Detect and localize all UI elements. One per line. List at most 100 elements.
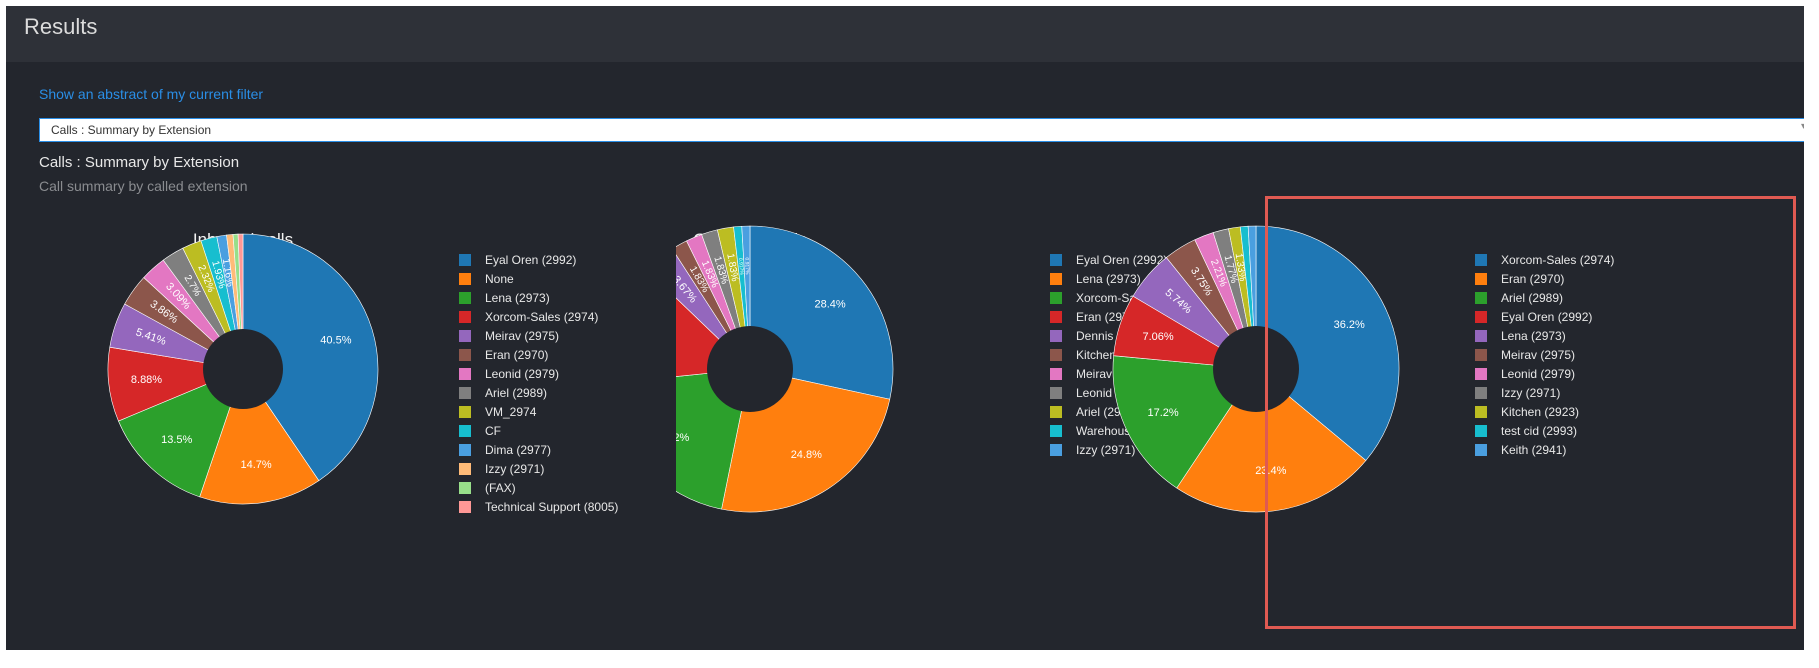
pie-slice-none[interactable]: [199, 368, 320, 505]
slice-percent-label: 24.8%: [791, 449, 822, 461]
inbound-calls-chart: Inbound calls 40.5%14.7%13.5%8.88%5.41%3…: [103, 194, 663, 629]
legend-item-xorcom-sales-2974[interactable]: Xorcom-Sales (2974): [459, 307, 618, 326]
legend-item-izzy-2971[interactable]: Izzy (2971): [459, 459, 618, 478]
legend-item-leonid-2979[interactable]: Leonid (2979): [1475, 364, 1614, 383]
legend-swatch: [1050, 253, 1062, 266]
legend-label: Meirav (2975): [485, 328, 560, 343]
legend-item-kitchen-2923[interactable]: Kitchen (2923): [1475, 402, 1614, 421]
legend-label: Technical Support (8005): [485, 499, 619, 514]
legend-item-dima-2977[interactable]: Dima (2977): [459, 440, 618, 459]
donut-hole: [707, 326, 793, 412]
legend-label: Lena (2973): [485, 290, 550, 305]
legend-item-eyal-oren-2992[interactable]: Eyal Oren (2992): [1475, 307, 1614, 326]
legend-swatch: [459, 405, 471, 418]
legend-label: Leonid (2979): [485, 366, 560, 381]
legend-item-ariel-2989[interactable]: Ariel (2989): [459, 383, 618, 402]
legend-swatch: [1050, 272, 1062, 285]
legend-label: Kitchen (2923): [1501, 404, 1580, 419]
legend-swatch: [1050, 386, 1062, 399]
pie-slice-lena-2973[interactable]: [118, 368, 244, 498]
legend-swatch: [1475, 310, 1487, 323]
legend-swatch: [1475, 405, 1487, 418]
legend-item-keith-2941[interactable]: Keith (2941): [1475, 440, 1614, 459]
pie-slice-xorcom-sales-2974[interactable]: [1255, 225, 1400, 461]
legend-swatch: [459, 348, 471, 361]
slice-percent-label: 1.83%: [724, 253, 740, 283]
legend-label: Eyal Oren (2992): [485, 252, 577, 267]
legend-item-test-cid-2993[interactable]: test cid (2993): [1475, 421, 1614, 440]
legend-item-izzy-2971[interactable]: Izzy (2971): [1475, 383, 1614, 402]
legend-item-leonid-2979[interactable]: Leonid (2979): [459, 364, 618, 383]
legend-swatch: [1050, 424, 1062, 437]
legend-label: Eyal Oren (2992): [1076, 252, 1168, 267]
donut-hole: [1213, 326, 1299, 412]
internal-calls-donut: 36.2%23.4%17.2%7.06%5.74%3.75%2.21%1.77%…: [1112, 225, 1400, 513]
legend-item-vm-2974[interactable]: VM_2974: [459, 402, 618, 421]
legend-item-izzy-2971[interactable]: Izzy (2971): [1050, 440, 1189, 459]
legend-item-eyal-oren-2992[interactable]: Eyal Oren (2992): [1050, 250, 1189, 269]
report-select[interactable]: Calls : Summary by Extension ▾: [39, 118, 1804, 142]
legend-label: Lena (2973): [1076, 271, 1141, 286]
slice-percent-label: 17.2%: [1147, 407, 1178, 419]
pie-slice-eyal-oren-2992[interactable]: [242, 233, 379, 482]
legend-swatch: [459, 310, 471, 323]
legend-item-lena-2973[interactable]: Lena (2973): [1475, 326, 1614, 345]
legend-item-xorcom-sales-2974[interactable]: Xorcom-Sales (2974): [1475, 250, 1614, 269]
legend-swatch: [459, 462, 471, 475]
legend-swatch: [1050, 405, 1062, 418]
legend-swatch: [1050, 367, 1062, 380]
legend-label: Leonid (2979): [1501, 366, 1576, 381]
slice-percent-label: 0.917%: [737, 258, 745, 276]
pie-slice-eran-2970[interactable]: [1176, 368, 1367, 513]
legend-label: Lena (2973): [1501, 328, 1566, 343]
slice-percent-label: 14.7%: [240, 459, 271, 471]
legend-item-lena-2973[interactable]: Lena (2973): [459, 288, 618, 307]
legend-item-eyal-oren-2992[interactable]: Eyal Oren (2992): [459, 250, 618, 269]
legend-label: Eran (2970): [1501, 271, 1565, 286]
legend-label: Xorcom-Sales (2974): [1501, 252, 1615, 267]
legend-item-meirav-2975[interactable]: Meirav (2975): [1475, 345, 1614, 364]
legend-item-eran-2970[interactable]: Eran (2970): [1475, 269, 1614, 288]
slice-percent-label: 20.2%: [676, 432, 690, 444]
legend-swatch: [459, 272, 471, 285]
report-subtitle: Call summary by called extension: [39, 178, 248, 194]
legend-label: Ariel (2989): [1501, 290, 1564, 305]
chevron-down-icon[interactable]: ▾: [1800, 121, 1804, 132]
legend-swatch: [1475, 367, 1487, 380]
legend-item-eran-2970[interactable]: Eran (2970): [459, 345, 618, 364]
legend-item-lena-2973[interactable]: Lena (2973): [1050, 269, 1189, 288]
legend-swatch: [459, 367, 471, 380]
legend-item-cf[interactable]: CF: [459, 421, 618, 440]
donut-hole: [203, 329, 283, 409]
legend-label: Izzy (2971): [1501, 385, 1561, 400]
legend-item-meirav-2975[interactable]: Meirav (2975): [459, 326, 618, 345]
legend-item-technical-support-8005[interactable]: Technical Support (8005): [459, 497, 618, 516]
legend-swatch: [1475, 291, 1487, 304]
show-abstract-link[interactable]: Show an abstract of my current filter: [39, 86, 264, 102]
legend-swatch: [1050, 329, 1062, 342]
legend-label: (FAX): [485, 480, 516, 495]
legend-item-fax[interactable]: (FAX): [459, 478, 618, 497]
legend-item-ariel-2989[interactable]: Ariel (2989): [1475, 288, 1614, 307]
legend-swatch: [1050, 348, 1062, 361]
legend-label: VM_2974: [485, 404, 537, 419]
slice-percent-label: 40.5%: [320, 334, 351, 346]
legend-swatch: [459, 500, 471, 513]
results-window: Results Show an abstract of my current f…: [6, 6, 1804, 650]
slice-percent-label: 28.4%: [814, 298, 845, 310]
legend-swatch: [1475, 348, 1487, 361]
slice-percent-label: 23.4%: [1255, 465, 1286, 477]
legend-label: None: [485, 271, 514, 286]
legend-item-none[interactable]: None: [459, 269, 618, 288]
legend-swatch: [1050, 310, 1062, 323]
chart-legend: Eyal Oren (2992) None Lena (2973) Xorcom-Sa…: [459, 250, 618, 516]
legend-swatch: [1475, 443, 1487, 456]
legend-swatch: [1475, 329, 1487, 342]
slice-percent-label: 0.917%: [743, 257, 750, 275]
legend-label: Izzy (2971): [485, 461, 545, 476]
outbound-calls-donut: 28.4%24.8%20.2%13.8%3.67%1.83%1.83%1.83%…: [676, 225, 894, 513]
legend-label: Eyal Oren (2992): [1501, 309, 1593, 324]
legend-swatch: [1050, 443, 1062, 456]
internal-calls-chart: Internal calls 36.2%23.4%17.2%7.06%5.74%…: [1096, 194, 1621, 629]
slice-percent-label: 13.5%: [161, 434, 192, 446]
